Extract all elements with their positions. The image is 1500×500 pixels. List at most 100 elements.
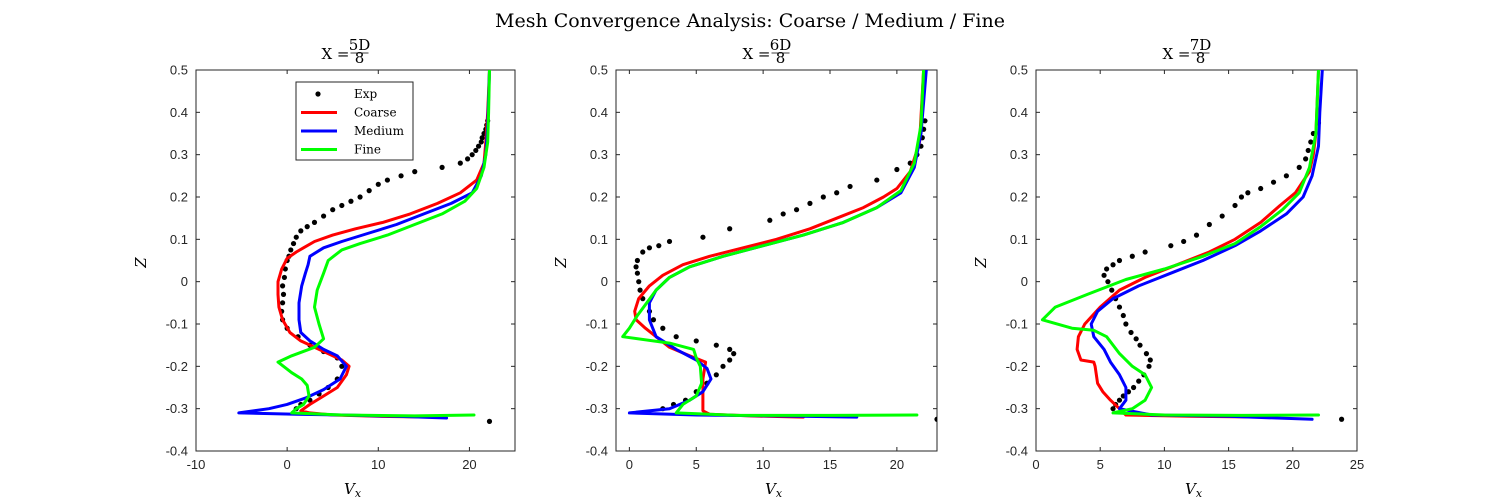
exp-data-point [293,234,299,240]
exp-data-point [279,283,286,289]
exp-data-point [727,226,733,232]
legend-box [295,81,414,161]
exp-data-point [304,224,310,230]
exp-data-point [636,279,642,285]
plot-area [1035,69,1358,452]
y-tick-label: 0.4 [590,105,608,120]
exp-data-point [321,213,327,219]
y-tick-label: 0.2 [1010,190,1028,205]
y-tick-label: 0.5 [590,63,608,78]
plot-area [615,69,938,452]
exp-data-point [478,139,484,145]
y-tick-label: 0 [601,274,608,289]
panel-title: X = 7D8 [1162,36,1211,67]
series-line-coarse [633,70,926,419]
exp-data-point [384,177,390,183]
exp-data-point [366,188,372,194]
exp-data-point [700,234,706,240]
exp-data-point [727,357,733,363]
y-tick-label: -0.2 [1006,359,1028,374]
exp-data-point [894,166,900,173]
exp-data-point [479,135,485,141]
exp-data-point [1146,363,1152,369]
data-layer [237,70,493,424]
exp-data-point [713,342,719,348]
exp-data-point [834,190,840,196]
exp-data-point [1116,304,1123,310]
exp-data-point [1128,329,1134,336]
exp-data-point [1137,342,1143,348]
exp-data-point [1123,321,1129,327]
panel-title-numerator: 6D [770,36,792,54]
exp-data-point [290,240,297,247]
exp-data-point [298,228,304,234]
legend-label-coarse: Coarse [354,106,397,120]
exp-data-point [693,338,699,344]
exp-data-point [1193,232,1200,238]
series-line-coarse [1075,70,1320,419]
exp-data-point [720,363,726,369]
exp-data-point [339,363,345,369]
exp-data-point [874,177,880,183]
y-tick-label: 0.5 [1010,63,1028,78]
exp-data-point [475,143,482,149]
panel-title: X = 5D8 [321,36,370,67]
chart-panel-3: 0 5 10 15 20 25 -0.4 -0.3 -0.2 -0.1 0 0.1 0.2 0.3 0.4 0… [972,36,1364,500]
exp-data-point [357,194,363,200]
x-tick-label: 10 [1157,457,1171,472]
exp-data-point [847,183,853,190]
x-tick-label: 10 [371,457,385,472]
legend-marker-exp [315,91,321,97]
y-tick-label: -0.3 [166,401,188,416]
series-line-fine [276,70,491,418]
exp-data-point [1116,257,1123,264]
exp-data-point [1129,253,1135,259]
exp-data-point [640,249,646,255]
x-tick-label: 25 [1350,457,1364,472]
exp-data-point [634,257,641,264]
data-layer [1040,70,1345,422]
exp-data-point [633,264,639,270]
exp-data-point [1105,279,1111,285]
y-tick-label: -0.4 [586,444,608,459]
exp-data-point [339,202,345,209]
x-tick-label: 10 [756,457,770,472]
exp-data-point [731,351,737,357]
exp-data-point [1120,312,1126,319]
panel-title-prefix: X = [742,45,770,63]
exp-data-point [1305,147,1311,154]
exp-data-point [1168,243,1174,249]
y-tick-label: -0.3 [586,401,608,416]
x-tick-label: 20 [1286,457,1300,472]
series-line-fine [1040,70,1320,417]
exp-data-point [660,325,666,331]
exp-data-point [656,243,662,249]
y-tick-label: 0 [1021,274,1028,289]
exp-data-point [398,173,404,179]
exp-data-point [469,152,475,158]
y-axis-label: Z [972,257,990,269]
y-tick-label: 0.2 [170,190,188,205]
exp-data-point [637,287,643,293]
exp-data-point [1308,139,1314,145]
y-tick-label: 0.2 [590,190,608,205]
exp-data-point [1245,190,1251,196]
x-tick-label: 15 [823,457,837,472]
exp-data-point [1219,213,1225,219]
exp-data-point [1303,156,1309,162]
exp-data-point [1238,194,1245,200]
exp-data-point [439,164,445,170]
exp-data-point [1296,164,1302,170]
x-tick-label: 20 [890,457,904,472]
exp-data-point [673,334,679,340]
series-line-medium [237,70,491,420]
exp-data-point [646,245,653,251]
y-tick-label: 0.4 [1010,105,1028,120]
y-axis-label: Z [132,257,150,269]
exp-data-point [1116,397,1123,403]
exp-data-point [713,372,719,378]
panel-title-numerator: 7D [1190,36,1212,54]
y-tick-label: -0.3 [1006,401,1028,416]
exp-data-point [1136,378,1142,384]
